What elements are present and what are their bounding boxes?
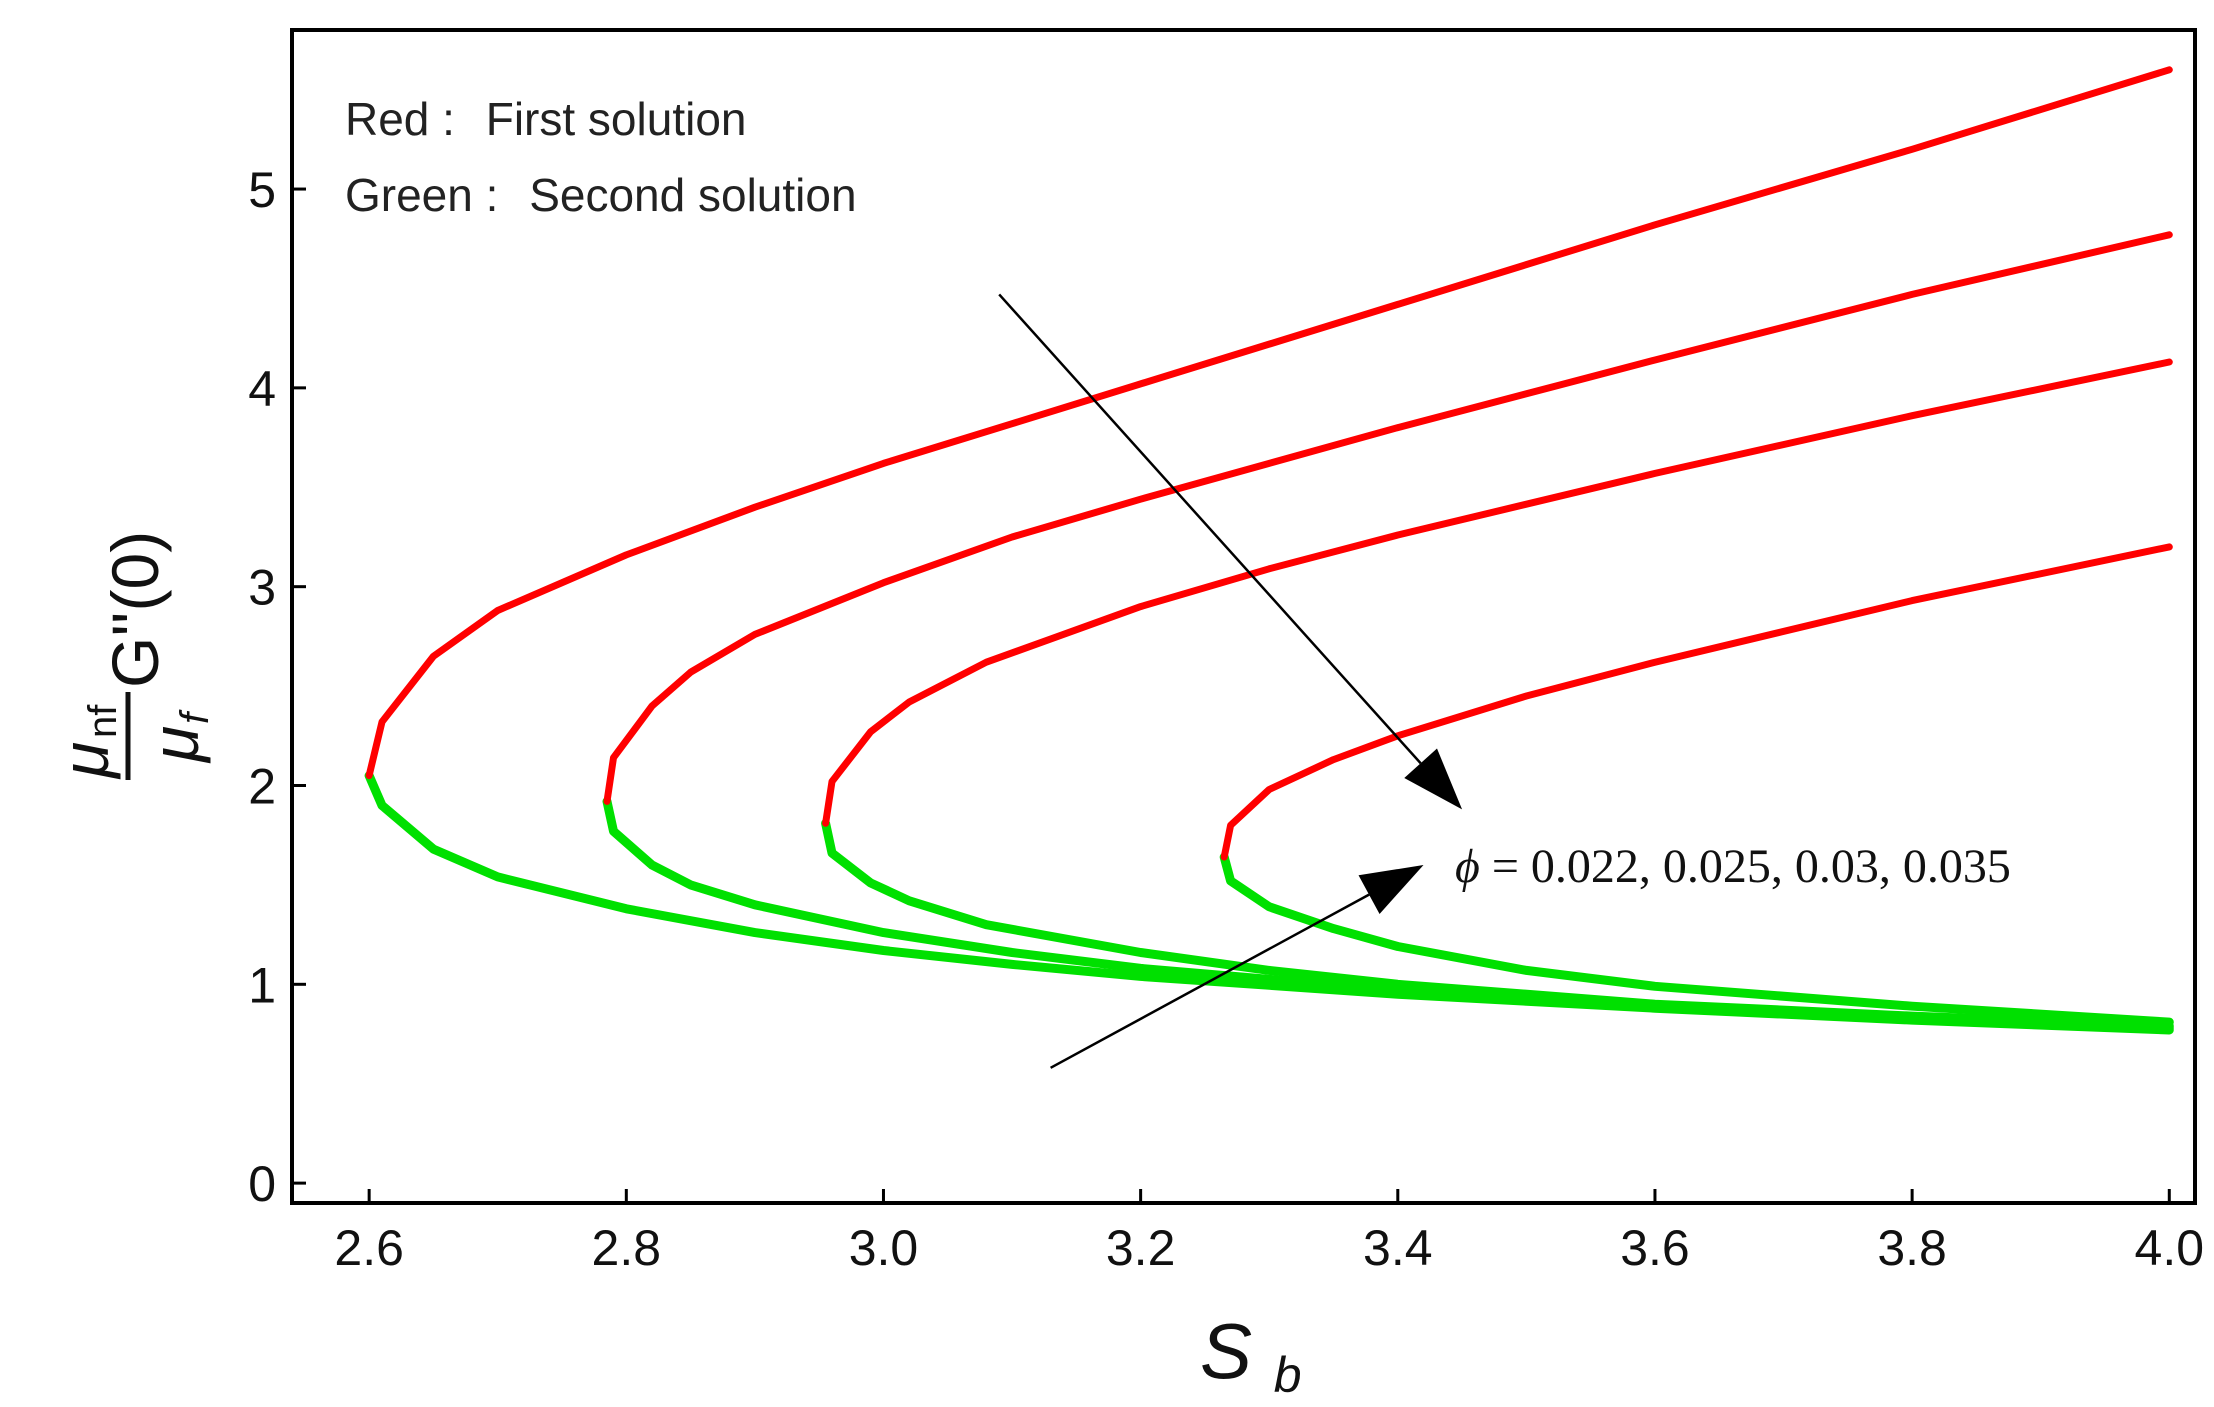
legend-green-text: Second solution [529,169,856,221]
y-tick-label: 5 [248,162,276,218]
y-label-num-sub: nf [81,704,125,738]
x-tick-label: 4.0 [2135,1220,2205,1276]
x-tick-label: 2.6 [334,1220,404,1276]
x-axis-label: S b [1200,1307,1302,1403]
arrow-shaft-1 [998,293,1422,765]
x-tick-label: 3.2 [1106,1220,1176,1276]
arrow-layer [998,293,1463,1069]
y-tick-label: 3 [248,560,276,616]
x-tick-label: 3.6 [1620,1220,1690,1276]
first-solution-curve-1 [365,66,2173,780]
y-tick-label: 0 [248,1156,276,1212]
plot-frame [290,28,2197,1205]
x-tick-label: 3.8 [1877,1220,1947,1276]
legend-red-text: First solution [486,93,747,145]
x-tick-label: 3.0 [849,1220,919,1276]
second-solution-curve-3 [821,818,2174,1031]
second-solution-curve-4 [1219,852,2174,1027]
first-solution-curve-4 [1220,543,2173,861]
x-tick-label: 2.8 [592,1220,662,1276]
legend: Red : First solution Green : Second solu… [345,93,857,221]
phi-values: = 0.022, 0.025, 0.03, 0.035 [1492,840,2011,893]
first-solution-curve-2 [603,231,2173,805]
y-label-expression: G''(0) [98,531,172,688]
legend-line-red: Red : First solution [345,93,746,145]
y-tick-label: 2 [248,758,276,814]
x-axis-label-sub: b [1274,1347,1302,1403]
tick-layer: 2.6 2.8 3.0 3.2 3.4 3.6 3.8 4.0 0 1 2 3 4 5 [248,162,2204,1276]
y-tick-label: 4 [248,361,276,417]
legend-red-label: Red : [345,93,455,145]
x-tick-label: 3.4 [1363,1220,1433,1276]
y-tick-label: 1 [248,957,276,1013]
y-label-num-main: μ [48,742,122,780]
legend-green-label: Green : [345,169,498,221]
legend-line-green: Green : Second solution [345,169,857,221]
phi-annotation: ϕ = 0.022, 0.025, 0.03, 0.035 [1455,840,2011,893]
first-solution-curve-3 [822,358,2173,827]
arrow-head-1 [1404,748,1463,810]
x-axis-label-main: S [1200,1307,1252,1395]
y-label-den-main: μ [138,726,212,764]
series-layer [364,66,2174,1035]
y-axis-label: μ nf μ f G''(0) [48,531,217,780]
phi-symbol: ϕ [1455,840,1480,893]
arrow-shaft-2 [1050,893,1370,1069]
arrow-head-2 [1358,865,1424,914]
